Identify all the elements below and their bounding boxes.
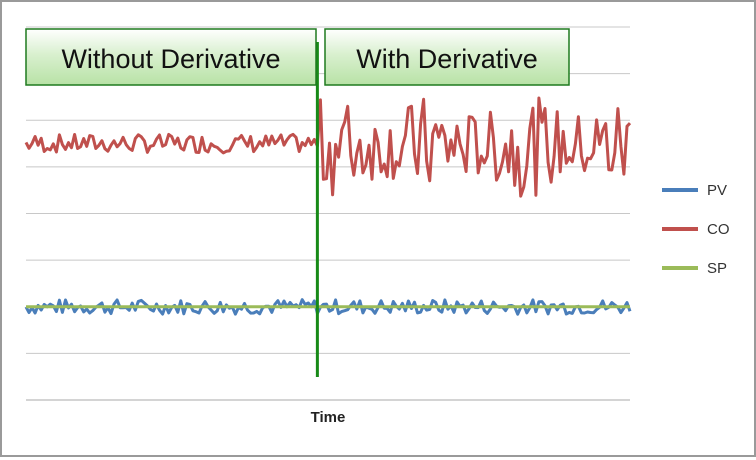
legend: PV CO SP: [662, 182, 730, 277]
annotation-with-derivative: With Derivative: [324, 28, 570, 86]
legend-item-sp: SP: [662, 260, 727, 277]
legend-item-pv: PV: [662, 182, 727, 199]
series-line-co: [24, 96, 632, 198]
legend-label-sp: SP: [707, 260, 727, 277]
annotation-with-derivative-label: With Derivative: [356, 44, 538, 74]
legend-label-pv: PV: [707, 182, 727, 199]
x-axis-label: Time: [311, 409, 346, 426]
annotation-without-derivative: Without Derivative: [25, 28, 317, 86]
annotation-without-derivative-label: Without Derivative: [61, 44, 280, 74]
legend-item-co: CO: [662, 221, 730, 238]
chart-svg: Without Derivative With Derivative Time …: [24, 26, 730, 426]
legend-label-co: CO: [707, 221, 730, 238]
series-layer: [24, 96, 632, 316]
